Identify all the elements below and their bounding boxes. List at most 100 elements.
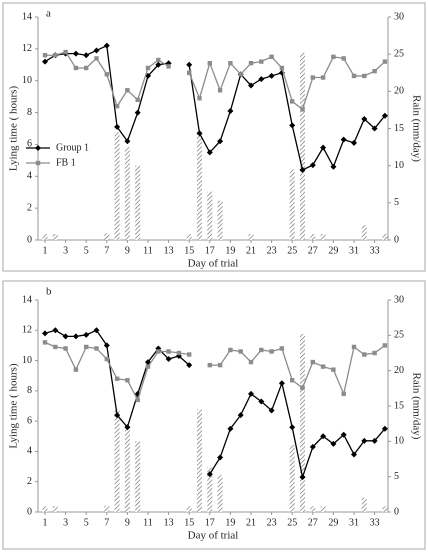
y2-axis-label: Rain (mm/day) <box>410 373 422 440</box>
point <box>268 407 275 414</box>
series-line <box>44 329 386 480</box>
y2-tick-label: 0 <box>394 506 399 517</box>
rain-bar <box>248 234 254 240</box>
point <box>300 385 305 391</box>
point <box>83 52 90 59</box>
x-tick-label: 5 <box>84 245 89 256</box>
point <box>290 99 295 104</box>
point <box>259 59 264 64</box>
point <box>300 107 305 112</box>
point <box>187 70 192 75</box>
point <box>238 349 243 354</box>
x-tick-label: 29 <box>328 245 338 256</box>
y-tick-label: 4 <box>27 171 32 182</box>
x-tick-label: 15 <box>184 245 194 256</box>
point <box>289 424 296 431</box>
y2-tick-label: 20 <box>394 365 404 376</box>
point <box>42 340 48 345</box>
point <box>186 362 193 369</box>
point <box>104 72 109 77</box>
y2-tick-label: 15 <box>394 123 404 134</box>
point <box>197 96 202 101</box>
point <box>340 431 347 438</box>
rain-bar <box>135 165 141 240</box>
x-axis-label: Day of trial <box>188 530 239 542</box>
x-tick-label: 33 <box>370 517 380 528</box>
point <box>84 344 89 350</box>
y-axis-label: Lying time ( hours) <box>8 86 20 172</box>
legend-marker <box>35 145 41 151</box>
point <box>227 425 234 432</box>
point <box>124 424 131 431</box>
point <box>259 347 264 353</box>
point <box>196 130 203 137</box>
panel-label: b <box>46 286 52 298</box>
y2-tick-label: 25 <box>394 48 404 59</box>
rain-bar <box>114 409 120 512</box>
point <box>135 97 140 103</box>
x-axis-label: Day of trial <box>188 258 239 270</box>
point <box>103 342 110 349</box>
point <box>268 72 275 79</box>
point <box>310 75 315 80</box>
rain-bar <box>52 506 58 512</box>
point <box>289 122 296 129</box>
point <box>114 412 121 419</box>
point <box>53 53 58 58</box>
x-tick-label: 11 <box>143 245 153 256</box>
point <box>73 367 79 372</box>
point <box>228 347 233 353</box>
point <box>269 54 274 60</box>
point <box>351 139 357 146</box>
x-tick-label: 21 <box>246 517 256 528</box>
point <box>258 398 265 405</box>
point <box>217 138 224 145</box>
y-axis-label: Lying time ( hours) <box>8 363 20 449</box>
point <box>73 65 79 71</box>
point <box>217 88 223 93</box>
point <box>156 57 161 63</box>
panel-label: a <box>46 8 51 20</box>
point <box>135 397 140 403</box>
point <box>309 443 316 450</box>
rain-bar <box>52 234 58 240</box>
x-tick-label: 1 <box>43 517 48 528</box>
y2-tick-label: 30 <box>394 294 404 305</box>
y-tick-label: 14 <box>22 11 32 22</box>
x-tick-label: 13 <box>164 517 174 528</box>
rain-bar <box>217 200 223 240</box>
point <box>156 349 161 354</box>
point <box>351 344 357 350</box>
y2-tick-label: 30 <box>394 11 404 22</box>
point <box>42 53 48 58</box>
x-tick-label: 13 <box>164 245 174 256</box>
x-tick-label: 7 <box>104 245 109 256</box>
point <box>279 65 285 71</box>
rain-bar <box>382 506 388 512</box>
y2-tick-label: 10 <box>394 160 404 171</box>
x-tick-label: 3 <box>63 517 68 528</box>
x-tick-label: 1 <box>43 245 48 256</box>
point <box>72 333 79 340</box>
x-tick-label: 15 <box>184 517 194 528</box>
point <box>94 346 99 351</box>
point <box>62 333 69 340</box>
y-tick-label: 8 <box>27 385 32 396</box>
rain-bar <box>135 441 141 512</box>
x-tick-label: 19 <box>225 245 235 256</box>
rain-bar <box>310 506 316 512</box>
series-line <box>45 51 386 111</box>
y2-tick-label: 25 <box>394 330 404 341</box>
rain-bar <box>207 467 213 512</box>
point <box>165 356 172 363</box>
legend-marker <box>35 160 41 166</box>
point <box>42 58 48 65</box>
rain-bar <box>300 333 305 512</box>
panel-frame <box>2 2 426 272</box>
point <box>84 65 89 71</box>
rain-bar <box>310 234 316 240</box>
point <box>278 380 285 387</box>
y-tick-label: 0 <box>27 506 32 517</box>
rain-bar <box>361 497 367 512</box>
y2-tick-label: 15 <box>394 400 404 411</box>
